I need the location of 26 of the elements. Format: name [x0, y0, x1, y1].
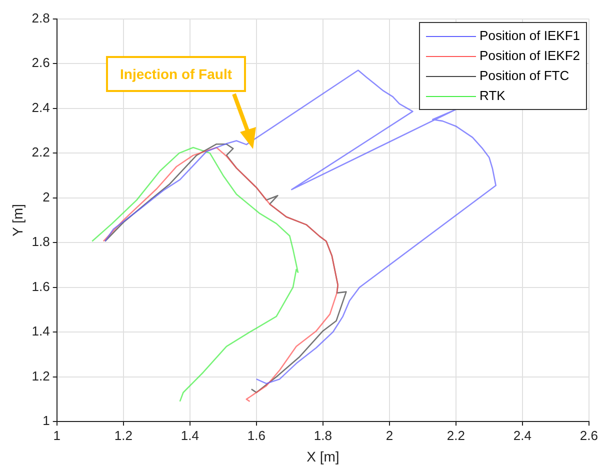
y-tick-label: 2.8: [32, 10, 50, 26]
annotation: Injection of Fault: [106, 56, 246, 92]
legend-label: Position of IEKF2: [480, 47, 580, 65]
y-tick-label: 2: [42, 189, 50, 204]
legend-label: Position of IEKF1: [480, 27, 580, 45]
y-tick-label: 2.2: [32, 144, 50, 160]
x-tick-label: 2: [386, 428, 394, 443]
y-tick-label: 1.2: [32, 368, 50, 384]
legend-label: Position of FTC: [480, 67, 570, 85]
x-tick-label: 2.6: [580, 428, 598, 443]
x-tick-label: 1.4: [180, 428, 199, 443]
x-tick-label: 1.2: [114, 428, 132, 443]
x-tick-label: 2.2: [446, 428, 465, 443]
y-tick-label: 2.4: [32, 100, 50, 115]
x-tick-label: 2.4: [513, 428, 532, 443]
y-tick-label: 1.8: [32, 234, 50, 250]
x-tick-label: 1.8: [314, 428, 332, 443]
y-tick-label: 1: [42, 413, 50, 428]
x-tick-label: 1: [53, 428, 60, 443]
y-axis-title: Y [m]: [9, 204, 26, 236]
x-axis-title: X [m]: [306, 448, 340, 464]
x-tick-label: 1.6: [247, 428, 266, 443]
legend-label: RTK: [480, 87, 506, 105]
y-tick-label: 1.6: [32, 278, 50, 294]
y-tick-label: 1.4: [32, 324, 50, 339]
y-tick-label: 2.6: [32, 55, 50, 70]
